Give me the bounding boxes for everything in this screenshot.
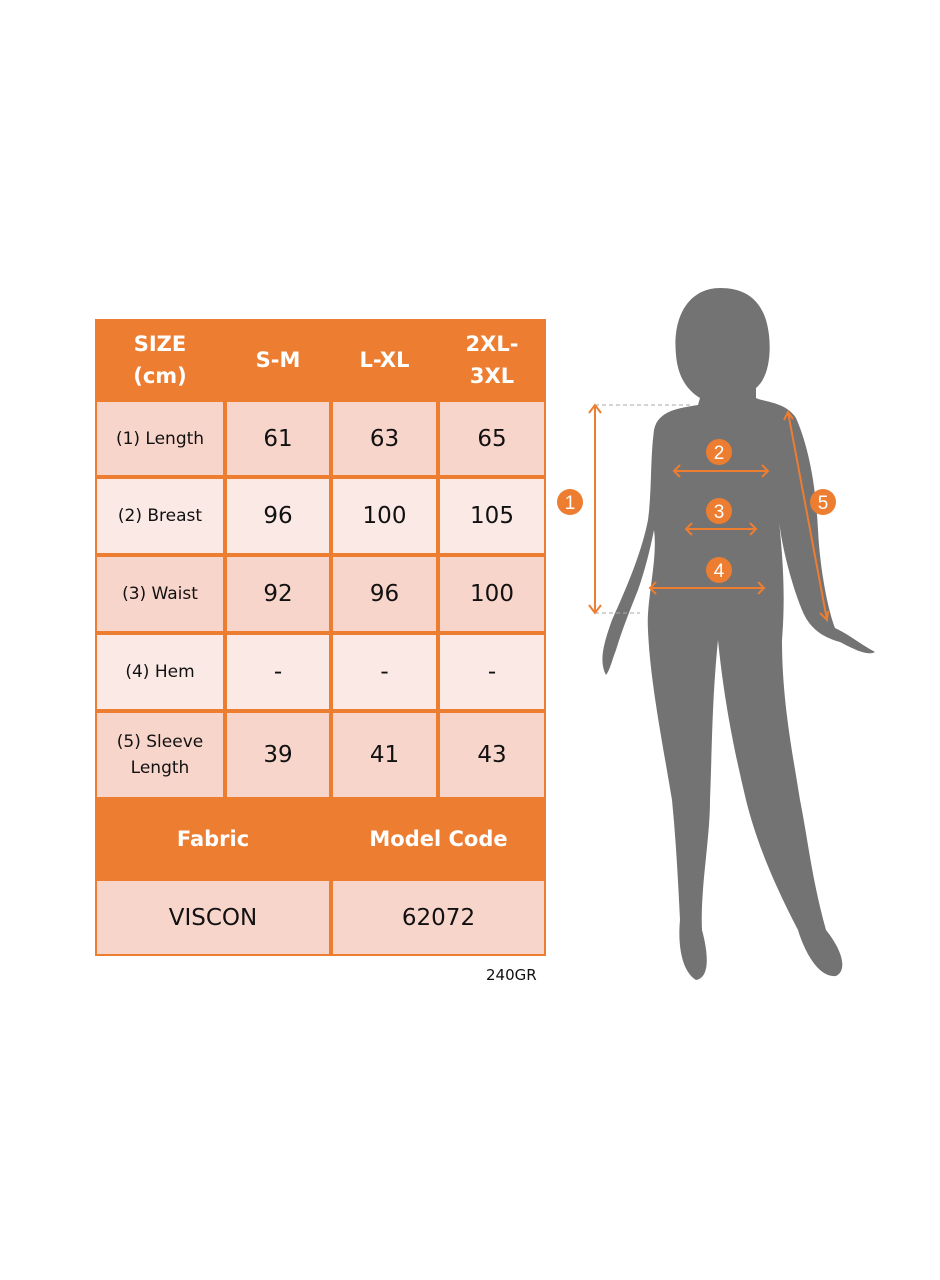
fabric-value: VISCON [95, 879, 331, 956]
row-value: 63 [331, 400, 438, 477]
table-row: (4) Hem - - - [95, 633, 546, 711]
fabric-weight-note: 240GR [486, 966, 537, 984]
header-model-code: Model Code [369, 827, 508, 851]
row-value: 65 [438, 400, 546, 477]
header-fabric: Fabric [176, 827, 250, 851]
marker-3-icon [706, 498, 732, 524]
row-value: 61 [225, 400, 331, 477]
table-row: (3) Waist 92 96 100 [95, 555, 546, 633]
marker-5-icon [810, 489, 836, 515]
table-row: (5) Sleeve Length 39 41 43 [95, 711, 546, 799]
info-value-row: VISCON 62072 [95, 879, 546, 956]
row-label: (1) Length [95, 400, 225, 477]
row-value: 39 [225, 711, 331, 799]
marker-1-icon [557, 489, 583, 515]
model-code-value: 62072 [331, 879, 546, 956]
breast-arrow [672, 464, 770, 478]
sleeve-arrow [783, 410, 829, 623]
header-l-xl: L-XL [359, 347, 410, 372]
row-value: 96 [225, 477, 331, 555]
body-silhouette-figure: 1 2 3 4 5 [557, 288, 875, 980]
marker-2: 2 [714, 443, 725, 464]
row-value: 96 [331, 555, 438, 633]
row-value: 100 [331, 477, 438, 555]
row-value: - [225, 633, 331, 711]
marker-4: 4 [714, 561, 725, 582]
marker-4-icon [706, 557, 732, 583]
hem-arrow [648, 581, 766, 595]
row-label: (5) Sleeve Length [95, 711, 225, 799]
row-label: (4) Hem [95, 633, 225, 711]
marker-2-icon [706, 439, 732, 465]
marker-1: 1 [565, 493, 576, 514]
header-s-m: S-M [255, 347, 301, 372]
row-label: (2) Breast [95, 477, 225, 555]
row-label: (3) Waist [95, 555, 225, 633]
table-row: (2) Breast 96 100 105 [95, 477, 546, 555]
row-value: 100 [438, 555, 546, 633]
row-value: 41 [331, 711, 438, 799]
row-value: 43 [438, 711, 546, 799]
table-header-row: SIZE (cm) S-M L-XL 2XL- 3XL [95, 319, 546, 400]
info-header-row: Fabric Model Code [95, 799, 546, 879]
row-value: - [438, 633, 546, 711]
marker-3: 3 [714, 502, 725, 523]
header-size: SIZE (cm) [133, 331, 187, 388]
waist-arrow [684, 522, 758, 536]
row-value: 105 [438, 477, 546, 555]
silhouette [602, 288, 875, 980]
marker-5: 5 [818, 493, 829, 514]
row-value: 92 [225, 555, 331, 633]
header-2xl-3xl: 2XL- 3XL [465, 331, 519, 388]
size-chart-table: SIZE (cm) S-M L-XL 2XL- 3XL (1) Length 61… [95, 319, 546, 956]
row-value: - [331, 633, 438, 711]
table-row: (1) Length 61 63 65 [95, 400, 546, 477]
